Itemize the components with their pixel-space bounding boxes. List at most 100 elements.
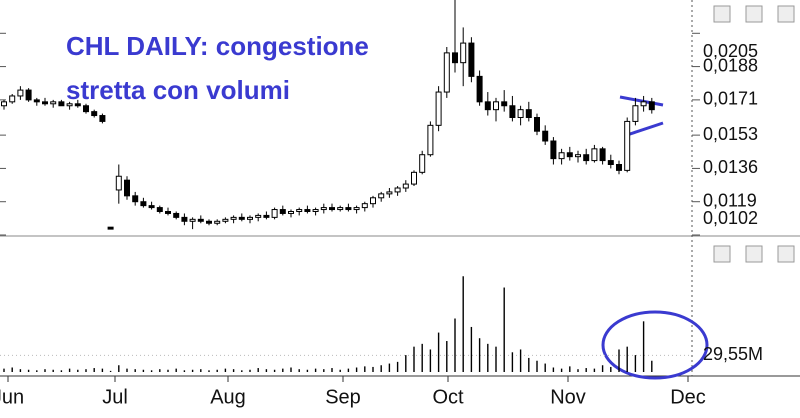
button[interactable] — [745, 5, 763, 23]
candle-body — [132, 195, 139, 203]
candle-body — [91, 111, 98, 117]
x-tick-label: Jun — [0, 386, 24, 408]
candle-body — [558, 152, 565, 160]
candle-body — [575, 154, 581, 158]
candle-body — [517, 109, 524, 118]
candle-body — [9, 95, 16, 103]
candle-body — [140, 201, 147, 207]
candle-body — [288, 211, 294, 214]
candle-body — [214, 220, 221, 224]
button[interactable] — [713, 5, 731, 23]
x-tick-label: Aug — [210, 386, 246, 408]
candle-body — [33, 99, 40, 103]
candle-body — [66, 103, 73, 107]
annotation-ellipse — [601, 310, 709, 380]
candle-body — [607, 160, 614, 165]
button[interactable] — [777, 245, 795, 263]
annotation-line — [626, 121, 664, 137]
candle-body — [296, 209, 303, 213]
candle-body — [320, 207, 327, 211]
candle-body — [509, 105, 516, 118]
candle-body — [411, 171, 417, 185]
candle-body — [74, 103, 81, 107]
candle-body — [124, 179, 130, 197]
candle-body — [115, 175, 122, 191]
x-tick-label: Oct — [432, 386, 464, 408]
candle-body — [222, 218, 229, 222]
candle-body — [583, 154, 590, 162]
candle-body — [247, 216, 253, 220]
candle-body — [435, 91, 442, 126]
chart-title: stretta con volumi — [66, 75, 290, 105]
candle-body — [591, 148, 598, 162]
candle-body — [370, 197, 376, 205]
candle-body — [394, 187, 401, 193]
candle-body — [263, 214, 270, 218]
candle-body — [312, 209, 319, 213]
candle-body — [189, 218, 196, 222]
candle-body — [238, 216, 245, 220]
candle-body — [279, 209, 286, 214]
candle-body — [542, 130, 549, 142]
y-tick-label: 0,0171 — [703, 89, 758, 109]
candle-body — [271, 209, 278, 218]
x-tick-label: Sep — [325, 386, 361, 408]
candle-body — [42, 101, 48, 105]
y-tick-label: 0,0119 — [703, 190, 757, 210]
button[interactable] — [713, 245, 731, 263]
candle-body — [255, 214, 262, 218]
candle-body — [402, 183, 409, 189]
candle-body — [206, 220, 212, 224]
candle-body — [493, 101, 499, 111]
candle-body — [427, 124, 434, 156]
candle-body — [640, 101, 647, 107]
x-tick-label: Dec — [670, 386, 706, 408]
candle-body — [50, 101, 57, 105]
y-tick-label: 0,0153 — [703, 124, 758, 144]
candle-body — [616, 164, 622, 171]
annotation-line — [619, 95, 664, 107]
candle-body — [484, 101, 491, 111]
button[interactable] — [777, 5, 795, 23]
candle-body — [337, 207, 344, 211]
candle-body — [107, 226, 114, 230]
candle-body — [419, 154, 426, 173]
candle-body — [83, 105, 89, 113]
candle-body — [550, 140, 557, 160]
y-tick-label: 0,0136 — [703, 157, 758, 177]
candle-body — [525, 109, 532, 118]
candle-body — [181, 216, 188, 222]
candle-body — [197, 218, 204, 222]
candle-body — [148, 205, 155, 209]
y-tick-label: 0,0102 — [703, 208, 758, 228]
volume-tick-label: 29,55M — [703, 344, 763, 364]
candle-body — [624, 120, 631, 171]
candle-body — [345, 207, 352, 211]
candle-body — [534, 117, 540, 132]
candle-body — [361, 203, 368, 209]
candle-body — [648, 101, 655, 111]
candle-body — [165, 211, 171, 214]
x-tick-label: Jul — [102, 386, 128, 408]
candle-body — [460, 42, 467, 64]
x-tick-label: Nov — [550, 386, 586, 408]
candle-body — [1, 101, 7, 107]
button[interactable] — [745, 245, 763, 263]
candle-body — [386, 191, 393, 195]
candle-body — [468, 42, 475, 77]
candle-body — [17, 89, 24, 97]
annotation — [601, 95, 709, 380]
candle-body — [156, 207, 163, 212]
candle-body — [329, 207, 335, 211]
y-tick-label: 0,0205 — [703, 41, 758, 61]
candle-body — [566, 152, 573, 158]
candle-body — [25, 89, 32, 101]
candle-body — [230, 216, 237, 220]
candle-body — [632, 105, 639, 122]
candle-body — [99, 115, 106, 122]
window-buttons[interactable] — [713, 5, 795, 263]
candle-body — [304, 209, 311, 213]
